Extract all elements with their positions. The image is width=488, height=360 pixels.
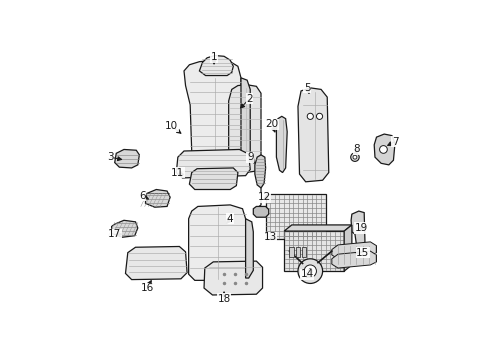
Polygon shape bbox=[297, 88, 328, 182]
Polygon shape bbox=[189, 168, 238, 189]
Polygon shape bbox=[199, 55, 233, 76]
Text: 14: 14 bbox=[300, 269, 313, 279]
Text: 6: 6 bbox=[139, 191, 145, 201]
Polygon shape bbox=[284, 231, 344, 271]
Text: 9: 9 bbox=[246, 152, 253, 162]
Text: 2: 2 bbox=[245, 94, 252, 104]
Text: 7: 7 bbox=[391, 137, 398, 147]
Polygon shape bbox=[284, 225, 351, 231]
Text: 18: 18 bbox=[217, 294, 230, 304]
Polygon shape bbox=[373, 134, 394, 165]
Polygon shape bbox=[176, 149, 250, 178]
Polygon shape bbox=[183, 60, 241, 170]
Polygon shape bbox=[350, 211, 364, 247]
Text: 16: 16 bbox=[140, 283, 153, 293]
Text: 8: 8 bbox=[352, 144, 359, 154]
Text: 12: 12 bbox=[257, 192, 270, 202]
Polygon shape bbox=[115, 149, 139, 168]
Text: 5: 5 bbox=[303, 83, 310, 93]
Circle shape bbox=[379, 145, 386, 153]
Polygon shape bbox=[265, 194, 325, 239]
Polygon shape bbox=[344, 225, 351, 271]
Polygon shape bbox=[289, 247, 293, 257]
Polygon shape bbox=[253, 206, 268, 217]
Text: 15: 15 bbox=[355, 248, 368, 258]
Circle shape bbox=[352, 155, 356, 159]
Polygon shape bbox=[331, 242, 376, 259]
Polygon shape bbox=[111, 220, 138, 237]
Circle shape bbox=[350, 153, 359, 161]
Polygon shape bbox=[236, 78, 250, 169]
Circle shape bbox=[306, 113, 313, 120]
Text: 20: 20 bbox=[264, 119, 278, 129]
Text: 13: 13 bbox=[263, 232, 276, 242]
Polygon shape bbox=[145, 189, 170, 207]
Polygon shape bbox=[331, 251, 376, 268]
Polygon shape bbox=[203, 261, 262, 295]
Polygon shape bbox=[301, 247, 306, 257]
Circle shape bbox=[297, 259, 322, 283]
Polygon shape bbox=[254, 155, 265, 188]
Polygon shape bbox=[276, 116, 286, 172]
Circle shape bbox=[316, 113, 322, 120]
Polygon shape bbox=[228, 85, 261, 172]
Polygon shape bbox=[125, 247, 187, 280]
Text: 19: 19 bbox=[354, 223, 367, 233]
Text: 1: 1 bbox=[210, 52, 217, 62]
Text: 11: 11 bbox=[171, 167, 184, 177]
Polygon shape bbox=[188, 205, 245, 280]
Text: 17: 17 bbox=[108, 229, 121, 239]
Polygon shape bbox=[245, 219, 253, 278]
Text: 10: 10 bbox=[165, 121, 178, 131]
Polygon shape bbox=[295, 247, 300, 257]
Text: 3: 3 bbox=[106, 152, 113, 162]
Circle shape bbox=[304, 265, 316, 277]
Circle shape bbox=[307, 269, 312, 274]
Text: 4: 4 bbox=[226, 214, 233, 224]
